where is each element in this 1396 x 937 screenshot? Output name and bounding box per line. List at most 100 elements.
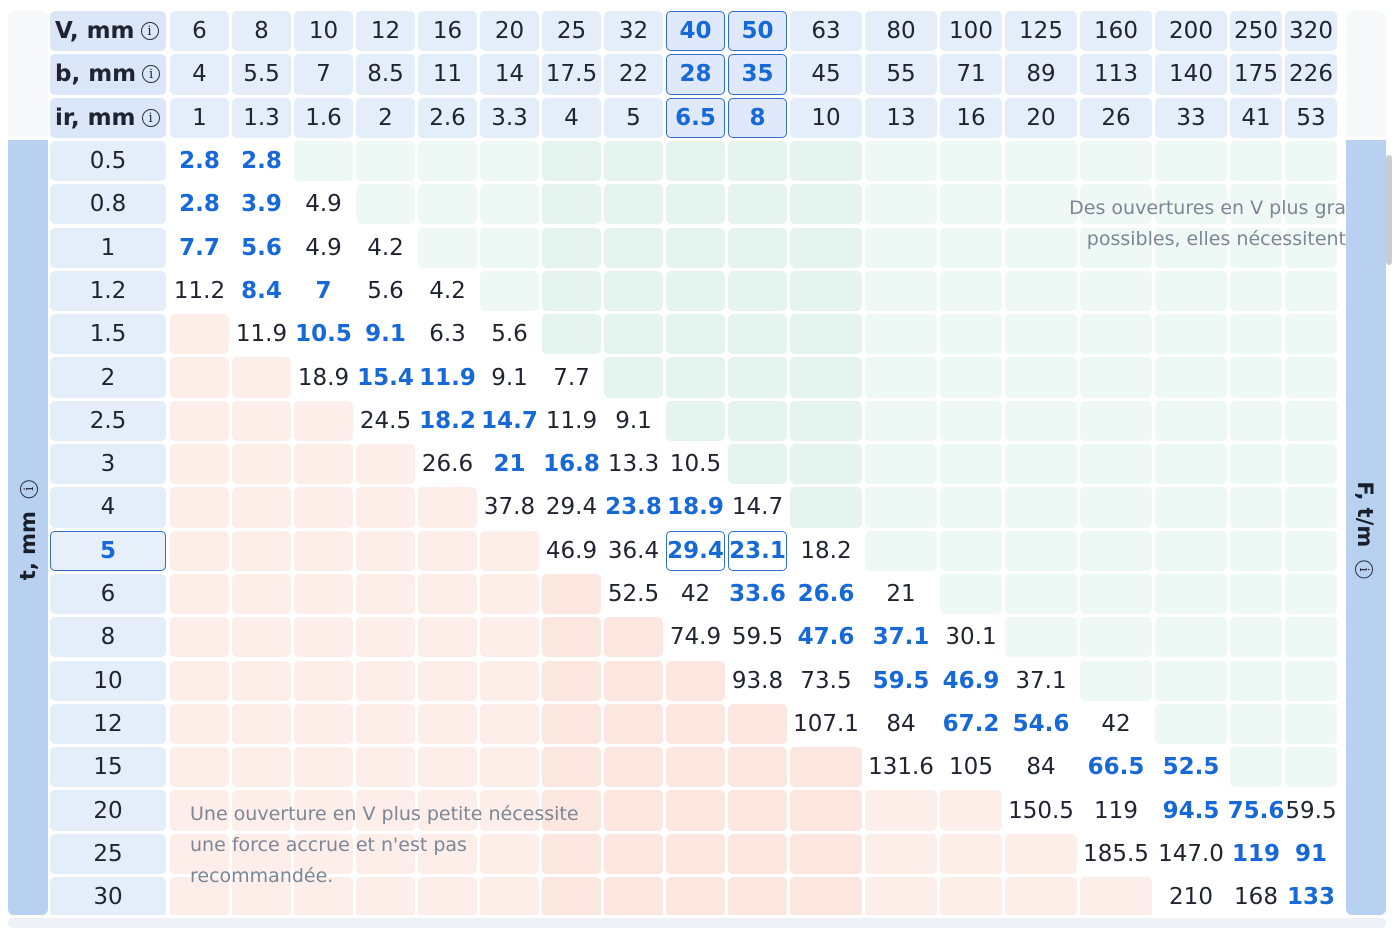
header-value[interactable]: 10 [790, 97, 862, 138]
force-value-cell[interactable]: 37.1 [1005, 660, 1077, 701]
force-value-cell[interactable]: 26.6 [418, 444, 477, 485]
force-value-cell[interactable]: 67.2 [940, 703, 1002, 745]
force-value-cell[interactable]: 5.6 [232, 227, 291, 268]
force-value-cell[interactable]: 74.9 [666, 617, 725, 658]
header-value[interactable]: 53 [1285, 97, 1337, 138]
row-header-thickness[interactable]: 8 [50, 617, 166, 658]
force-value-cell[interactable]: 9.1 [356, 314, 415, 355]
force-value-cell[interactable]: 30.1 [940, 617, 1002, 658]
force-value-cell[interactable]: 4.9 [294, 227, 353, 268]
force-value-cell[interactable]: 23.8 [604, 487, 663, 528]
force-value-cell[interactable]: 18.9 [294, 357, 353, 398]
force-value-cell[interactable]: 59.5 [865, 660, 937, 701]
force-value-cell[interactable]: 5.6 [480, 314, 539, 355]
force-value-cell[interactable]: 15.4 [356, 357, 415, 398]
row-header-thickness[interactable]: 5 [50, 530, 166, 571]
header-value[interactable]: 1.6 [294, 97, 353, 138]
force-value-cell[interactable]: 14.7 [480, 400, 539, 441]
force-value-cell[interactable]: 94.5 [1155, 790, 1227, 831]
force-value-cell[interactable]: 33.6 [728, 573, 787, 615]
header-value[interactable]: 1 [170, 97, 229, 138]
row-header-thickness[interactable]: 2 [50, 357, 166, 398]
force-value-cell[interactable]: 107.1 [790, 703, 862, 745]
force-value-cell[interactable]: 10.5 [294, 314, 353, 355]
row-header-thickness[interactable]: 1.2 [50, 270, 166, 312]
force-value-cell[interactable]: 105 [940, 747, 1002, 788]
header-value[interactable]: 40 [666, 11, 725, 52]
header-value[interactable]: 11 [418, 54, 477, 95]
force-value-cell[interactable]: 133 [1285, 877, 1337, 915]
info-icon[interactable]: i [141, 108, 160, 127]
force-value-cell[interactable]: 7 [294, 270, 353, 312]
force-value-cell[interactable]: 11.9 [542, 400, 601, 441]
header-value[interactable]: 17.5 [542, 54, 601, 95]
header-value[interactable]: 80 [865, 11, 937, 52]
force-value-cell[interactable]: 75.6 [1228, 790, 1284, 831]
header-value[interactable]: 100 [940, 11, 1002, 52]
header-value[interactable]: 2.6 [418, 97, 477, 138]
header-label[interactable]: ir, mm i [50, 97, 166, 138]
force-value-cell[interactable]: 36.4 [604, 530, 663, 571]
vertical-scrollbar[interactable] [1386, 155, 1392, 265]
header-value[interactable]: 125 [1005, 11, 1077, 52]
header-value[interactable]: 8 [232, 11, 291, 52]
header-value[interactable]: 320 [1285, 11, 1337, 52]
force-value-cell[interactable]: 37.1 [865, 617, 937, 658]
force-value-cell[interactable]: 84 [865, 703, 937, 745]
header-value[interactable]: 20 [1005, 97, 1077, 138]
header-value[interactable]: 175 [1230, 54, 1282, 95]
header-value[interactable]: 1.3 [232, 97, 291, 138]
force-value-cell[interactable]: 6.3 [418, 314, 477, 355]
row-header-thickness[interactable]: 2.5 [50, 400, 166, 441]
force-value-cell[interactable]: 24.5 [356, 400, 415, 441]
header-value[interactable]: 140 [1155, 54, 1227, 95]
force-value-cell[interactable]: 11.9 [232, 314, 291, 355]
force-value-cell[interactable]: 9.1 [604, 400, 663, 441]
force-value-cell[interactable]: 59.5 [1285, 790, 1337, 831]
force-value-cell[interactable]: 11.9 [418, 357, 477, 398]
force-value-cell[interactable]: 119 [1230, 833, 1282, 874]
header-value[interactable]: 13 [865, 97, 937, 138]
header-value[interactable]: 250 [1230, 11, 1282, 52]
row-header-thickness[interactable]: 6 [50, 573, 166, 615]
header-value[interactable]: 10 [294, 11, 353, 52]
row-header-thickness[interactable]: 25 [50, 833, 166, 874]
header-value[interactable]: 89 [1005, 54, 1077, 95]
force-value-cell[interactable]: 4.9 [294, 184, 353, 225]
header-value[interactable]: 32 [604, 11, 663, 52]
row-header-thickness[interactable]: 15 [50, 747, 166, 788]
header-value[interactable]: 16 [418, 11, 477, 52]
header-value[interactable]: 20 [480, 11, 539, 52]
force-value-cell[interactable]: 26.6 [790, 573, 862, 615]
force-value-cell[interactable]: 47.6 [790, 617, 862, 658]
header-value[interactable]: 6.5 [666, 97, 725, 138]
row-header-thickness[interactable]: 0.5 [50, 140, 166, 182]
force-value-cell[interactable]: 84 [1005, 747, 1077, 788]
force-value-cell[interactable]: 11.2 [170, 270, 229, 312]
row-header-thickness[interactable]: 20 [50, 790, 166, 831]
force-value-cell[interactable]: 4.2 [418, 270, 477, 312]
row-header-thickness[interactable]: 30 [50, 877, 166, 915]
header-value[interactable]: 226 [1285, 54, 1337, 95]
force-value-cell[interactable]: 2.8 [170, 140, 229, 182]
force-value-cell[interactable]: 9.1 [480, 357, 539, 398]
force-value-cell[interactable]: 46.9 [542, 530, 601, 571]
force-value-cell[interactable]: 37.8 [480, 487, 539, 528]
row-header-thickness[interactable]: 0.8 [50, 184, 166, 225]
header-value[interactable]: 5 [604, 97, 663, 138]
force-value-cell[interactable]: 2.8 [232, 140, 291, 182]
force-value-cell[interactable]: 29.4 [542, 487, 601, 528]
header-value[interactable]: 41 [1230, 97, 1282, 138]
force-value-cell[interactable]: 42 [1080, 703, 1152, 745]
force-value-cell[interactable]: 93.8 [728, 660, 787, 701]
force-value-cell[interactable]: 52.5 [604, 573, 663, 615]
header-value[interactable]: 6 [170, 11, 229, 52]
force-value-cell[interactable]: 131.6 [865, 747, 937, 788]
force-value-cell[interactable]: 5.6 [356, 270, 415, 312]
header-value[interactable]: 113 [1080, 54, 1152, 95]
header-value[interactable]: 71 [940, 54, 1002, 95]
header-value[interactable]: 33 [1155, 97, 1227, 138]
header-value[interactable]: 200 [1155, 11, 1227, 52]
header-value[interactable]: 50 [728, 11, 787, 52]
row-header-thickness[interactable]: 3 [50, 444, 166, 485]
